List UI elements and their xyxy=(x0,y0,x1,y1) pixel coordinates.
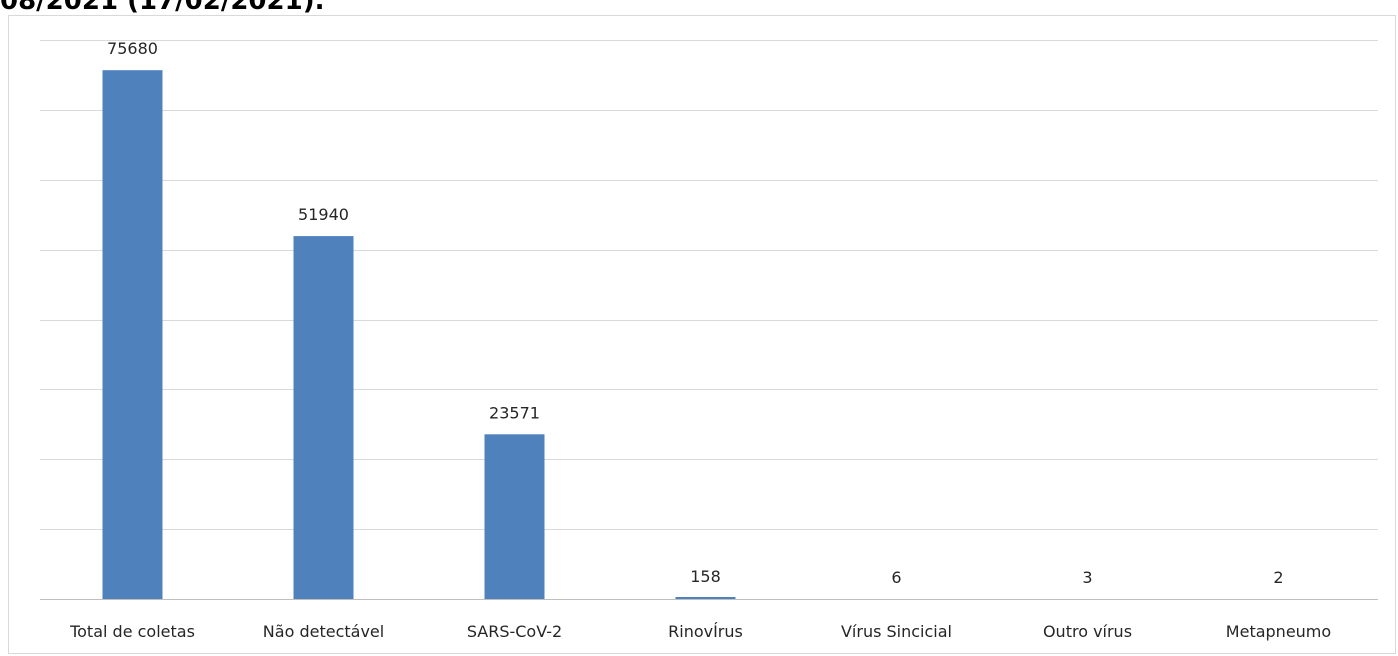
x-tick-label: SARS-CoV-2 xyxy=(467,622,562,641)
data-labels: 75680 51940 23571 158 6 3 2 xyxy=(107,39,1284,587)
data-label: 75680 xyxy=(107,39,158,58)
x-tick-label: Metapneumo xyxy=(1226,622,1331,641)
bar xyxy=(484,434,545,599)
bar xyxy=(102,70,163,599)
x-tick-label: Vírus Sincicial xyxy=(841,622,952,641)
x-tick-label: RinovÍrus xyxy=(668,622,743,641)
data-label: 23571 xyxy=(489,403,540,422)
chart-area xyxy=(8,15,1396,654)
figure-caption: 08/2021 (17/02/2021). xyxy=(0,0,325,16)
data-label: 2 xyxy=(1273,568,1283,587)
bars xyxy=(102,70,736,599)
data-label: 3 xyxy=(1082,568,1092,587)
x-tick-label: Total de coletas xyxy=(69,622,195,641)
bar xyxy=(675,597,736,599)
gridlines xyxy=(40,40,1378,530)
x-tick-label: Outro vírus xyxy=(1043,622,1132,641)
data-label: 6 xyxy=(891,568,901,587)
data-label: 51940 xyxy=(298,205,349,224)
data-label: 158 xyxy=(690,567,721,586)
x-tick-labels: Total de coletas Não detectável SARS-CoV-2… xyxy=(69,622,1331,641)
x-tick-label: Não detectável xyxy=(263,622,384,641)
bar xyxy=(293,236,354,599)
